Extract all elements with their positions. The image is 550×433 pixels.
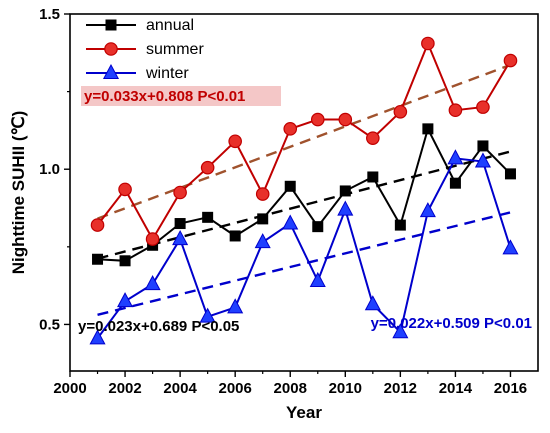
data-point-annual (312, 221, 324, 233)
data-point-winter (364, 295, 381, 311)
legend-marker-annual (105, 19, 117, 31)
data-point-winter (419, 202, 436, 218)
data-point-winter (502, 239, 519, 255)
legend: annual summer winter (86, 17, 204, 82)
data-point-summer (173, 185, 187, 200)
data-point-annual (174, 218, 186, 230)
data-point-summer (228, 134, 242, 149)
data-point-summer (145, 232, 160, 246)
data-point-winter (144, 275, 161, 291)
data-point-annual (422, 123, 434, 135)
data-point-winter (172, 230, 189, 246)
data-point-annual (257, 213, 269, 225)
data-point-winter (392, 323, 409, 339)
data-point-summer (118, 182, 132, 197)
trend-equation: y=0.022x+0.509 P<0.01 (371, 315, 532, 332)
data-point-winter (89, 329, 106, 345)
x-tick-label-2000: 2000 (53, 380, 86, 397)
trend-equation: y=0.033x+0.808 P<0.01 (84, 88, 245, 105)
data-point-summer (503, 53, 518, 68)
data-point-annual (229, 230, 241, 242)
series-line-winter (96, 157, 512, 339)
data-point-winter (337, 200, 354, 216)
legend-marker-winter (102, 63, 120, 79)
series-markers (89, 36, 519, 345)
data-point-summer (393, 104, 408, 119)
y-axis-title: Nighttime SUHII (℃) (9, 111, 28, 275)
data-point-annual (339, 185, 351, 197)
data-point-winter (227, 298, 244, 314)
data-point-summer (338, 112, 353, 127)
series-line-summer (96, 40, 512, 242)
data-point-annual (92, 253, 104, 265)
data-point-winter (199, 307, 216, 323)
x-tick-label-2010: 2010 (329, 380, 362, 397)
data-point-summer (255, 187, 270, 201)
data-point-summer (90, 218, 105, 232)
x-tick-label-2014: 2014 (439, 380, 473, 397)
data-point-summer (310, 112, 325, 127)
equation-highlight (81, 86, 281, 106)
data-point-annual (284, 180, 296, 192)
data-point-annual (449, 177, 461, 189)
x-axis-title: Year (286, 403, 322, 422)
data-point-summer (448, 103, 463, 118)
x-axis: 2000 2002 2004 2006 2008 2010 2012 2014 2016 (53, 371, 527, 397)
x-tick-label-2006: 2006 (218, 380, 251, 397)
data-point-summer (200, 160, 215, 175)
x-tick-label-2016: 2016 (494, 380, 527, 397)
trend-line-summer (97, 63, 511, 220)
data-point-annual (119, 255, 131, 267)
x-tick-label-2004: 2004 (163, 380, 197, 397)
x-tick-label-2012: 2012 (384, 380, 417, 397)
data-point-winter (309, 271, 326, 287)
data-point-summer (476, 100, 490, 114)
data-point-annual (504, 168, 516, 180)
legend-marker-summer (104, 42, 118, 56)
x-tick-label-2002: 2002 (108, 380, 141, 397)
data-point-annual (394, 219, 406, 231)
plot-frame (69, 13, 539, 372)
trend-lines (97, 63, 511, 316)
trend-equation: y=0.023x+0.689 P<0.05 (78, 318, 239, 335)
data-point-winter (254, 233, 271, 249)
y-axis: 0.5 1.0 1.5 (39, 6, 70, 333)
data-point-summer (283, 122, 298, 136)
data-point-summer (421, 36, 435, 51)
series-line-annual (97, 126, 512, 262)
data-point-winter (447, 149, 464, 165)
data-point-annual (367, 171, 379, 183)
y-tick-label: 0.5 (39, 316, 60, 333)
x-tick-label-2008: 2008 (274, 380, 307, 397)
trend-equations: y=0.033x+0.808 P<0.01 y=0.023x+0.689 P<0.… (78, 86, 532, 335)
y-tick-label: 1.0 (39, 161, 60, 178)
legend-label-summer: summer (146, 41, 204, 58)
data-point-winter (282, 214, 299, 230)
data-point-summer (366, 131, 380, 145)
series-lines (96, 40, 512, 339)
legend-label-annual: annual (146, 17, 194, 34)
data-point-winter (117, 292, 134, 308)
legend-label-winter: winter (145, 65, 189, 82)
data-point-annual (477, 140, 489, 152)
data-point-winter (474, 152, 491, 168)
y-tick-label: 1.5 (39, 6, 60, 23)
data-point-annual (202, 211, 214, 223)
